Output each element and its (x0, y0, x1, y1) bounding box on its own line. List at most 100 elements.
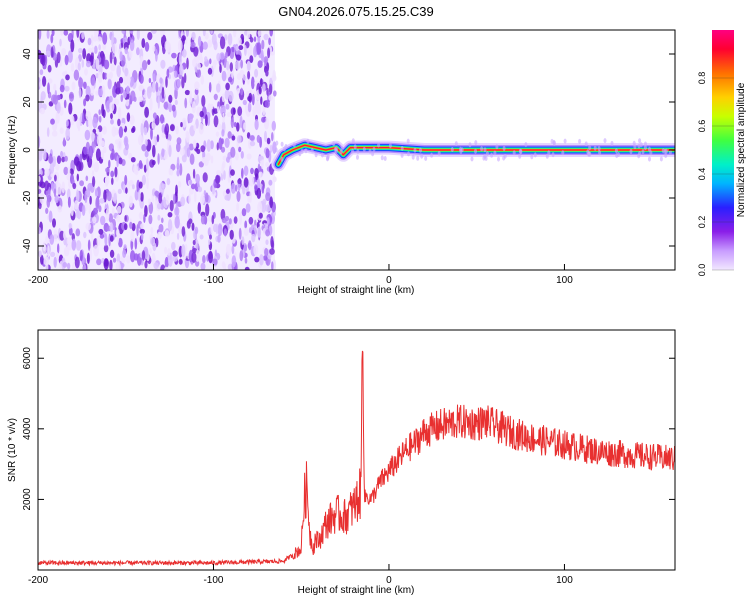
noise-speckle (48, 210, 53, 223)
noise-speckle (243, 227, 249, 236)
noise-speckle (207, 39, 213, 48)
noise-speckle (56, 182, 62, 195)
noise-speckle (174, 215, 180, 229)
noise-speckle (256, 187, 262, 199)
noise-speckle (110, 63, 116, 72)
noise-speckle (266, 137, 271, 145)
noise-speckle (241, 37, 244, 44)
noise-speckle (231, 135, 236, 141)
snr-frame (37, 329, 676, 571)
noise-speckle (163, 101, 169, 110)
noise-speckle (216, 52, 221, 62)
noise-speckle (129, 114, 135, 126)
noise-speckle (46, 127, 50, 138)
noise-speckle (42, 76, 47, 87)
noise-speckle (178, 258, 183, 265)
colorbar-tick-label: 0.8 (697, 72, 707, 85)
trace-speckle (356, 149, 360, 154)
noise-speckle (53, 188, 57, 198)
noise-speckle (261, 185, 265, 194)
noise-speckle (171, 104, 176, 112)
noise-speckle (193, 46, 199, 57)
noise-speckle (165, 76, 168, 88)
noise-speckle (244, 266, 250, 270)
noise-speckle (191, 31, 196, 41)
trace-speckle (372, 146, 376, 152)
noise-speckle (115, 261, 121, 270)
noise-speckle (272, 176, 277, 183)
noise-speckle (87, 37, 92, 46)
noise-speckle (240, 87, 244, 96)
snr-x-axis-label: Height of straight line (km) (298, 585, 415, 596)
noise-speckle (264, 130, 267, 143)
x-tick-label: -200 (28, 575, 48, 586)
noise-speckle (126, 85, 130, 95)
trace-speckle (490, 152, 494, 158)
noise-speckle (221, 70, 227, 82)
noise-speckle (41, 53, 46, 66)
noise-speckle (253, 244, 259, 256)
noise-speckle (247, 195, 251, 203)
noise-speckle (226, 112, 231, 118)
noise-speckle (87, 47, 93, 54)
noise-speckle (228, 76, 233, 83)
noise-speckle (235, 54, 242, 61)
noise-speckle (138, 211, 144, 220)
trace-speckle (400, 145, 404, 151)
noise-speckle (263, 33, 269, 41)
noise-speckle (39, 181, 46, 189)
noise-speckle (96, 128, 100, 136)
trace-speckle (561, 150, 565, 156)
noise-speckle (249, 135, 255, 141)
noise-speckle (180, 196, 186, 207)
trace-speckle (450, 147, 454, 152)
noise-speckle (257, 226, 262, 238)
noise-speckle (73, 156, 80, 166)
noise-speckle (193, 93, 197, 100)
y-tick-label: 20 (22, 96, 33, 108)
noise-speckle (251, 76, 255, 90)
noise-speckle (94, 30, 99, 38)
noise-speckle (231, 46, 235, 53)
trace-speckle (530, 154, 534, 160)
noise-speckle (195, 142, 200, 149)
noise-speckle (141, 59, 148, 71)
noise-speckle (157, 231, 162, 240)
trace-speckle (351, 148, 354, 154)
snr-series-line (38, 350, 675, 567)
noise-speckle (197, 35, 202, 47)
noise-speckle (156, 134, 160, 143)
noise-speckle (172, 250, 178, 257)
noise-speckle (52, 218, 56, 228)
noise-speckle (254, 68, 259, 78)
trace-speckle (420, 153, 424, 159)
noise-speckle (148, 78, 152, 83)
noise-speckle (51, 30, 55, 37)
noise-speckle (256, 134, 261, 143)
noise-speckle (269, 248, 275, 255)
noise-speckle (176, 137, 182, 145)
noise-speckle (103, 59, 110, 70)
noise-speckle (216, 106, 220, 113)
noise-speckle (192, 139, 197, 149)
trace-speckle (280, 156, 284, 162)
noise-speckle (197, 180, 200, 188)
noise-speckle (190, 183, 196, 190)
noise-speckle (208, 250, 214, 264)
noise-speckle (246, 153, 252, 160)
noise-speckle (60, 30, 64, 36)
noise-speckle (221, 129, 225, 137)
noise-speckle (124, 215, 127, 222)
noise-speckle (215, 174, 220, 184)
noise-speckle (223, 263, 226, 270)
trace-speckle (353, 144, 357, 150)
noise-speckle (128, 195, 133, 208)
noise-speckle (116, 232, 120, 244)
noise-speckle (168, 253, 173, 267)
noise-speckle (244, 45, 247, 56)
noise-speckle (236, 73, 242, 80)
noise-speckle (168, 102, 172, 113)
noise-speckle (212, 59, 216, 70)
noise-speckle (47, 64, 52, 73)
trace-speckle (578, 138, 582, 144)
